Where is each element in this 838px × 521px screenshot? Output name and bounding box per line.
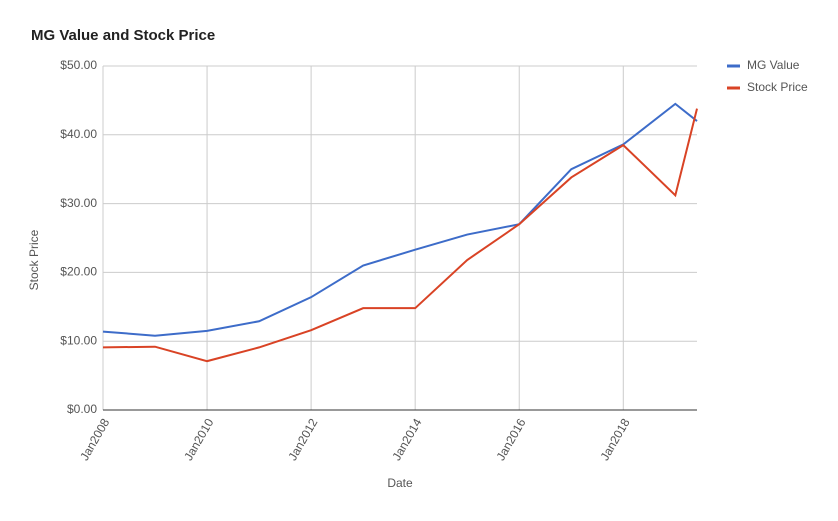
legend-label: Stock Price (747, 80, 808, 94)
y-tick-label: $30.00 (60, 196, 97, 210)
y-tick-label: $10.00 (60, 333, 97, 347)
chart-title: MG Value and Stock Price (31, 27, 215, 44)
y-axis-label: Stock Price (27, 229, 41, 290)
legend-label: MG Value (747, 58, 800, 72)
y-tick-label: $40.00 (60, 127, 97, 141)
y-tick-label: $20.00 (60, 265, 97, 279)
y-tick-label: $50.00 (60, 58, 97, 72)
y-tick-label: $0.00 (67, 402, 97, 416)
series-line (102, 108, 698, 363)
x-axis-label: Date (387, 476, 413, 490)
